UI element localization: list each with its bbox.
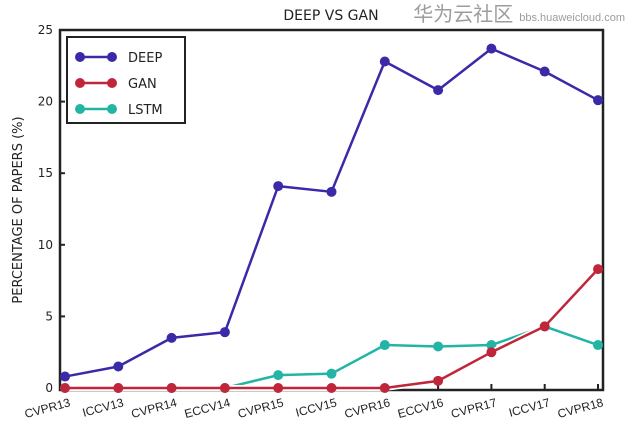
data-point-gan xyxy=(593,264,603,275)
data-point-deep xyxy=(539,66,550,77)
data-point-lstm xyxy=(273,370,284,381)
data-point-lstm xyxy=(433,341,444,352)
data-point-gan xyxy=(433,375,444,386)
legend-label-lstm: LSTM xyxy=(128,103,163,118)
data-point-gan xyxy=(219,383,230,393)
legend-label-deep: DEEP xyxy=(128,51,162,66)
series-line-lstm xyxy=(65,325,599,390)
data-point-deep xyxy=(166,332,177,343)
x-tick-label: CVPR16 xyxy=(343,395,392,421)
y-axis-label: PERCENTAGE OF PAPERS (%) xyxy=(11,116,26,303)
x-tick-label: ECCV16 xyxy=(396,395,445,421)
data-point-gan xyxy=(539,321,550,332)
data-point-deep xyxy=(379,56,390,67)
legend: DEEP GAN LSTM xyxy=(66,36,186,124)
y-tick-label: 0 xyxy=(45,381,53,395)
data-point-gan xyxy=(486,347,497,358)
legend-label-gan: GAN xyxy=(128,77,157,92)
watermark: 华为云社区 bbs.huaweicloud.com xyxy=(413,2,625,28)
x-tick-label: ICCV17 xyxy=(507,395,552,419)
y-tick-label: 10 xyxy=(38,238,53,252)
data-point-deep xyxy=(273,181,284,192)
data-point-deep xyxy=(326,186,337,197)
watermark-line2: bbs.huaweicloud.com xyxy=(519,12,625,24)
data-point-gan xyxy=(326,383,337,393)
data-point-gan xyxy=(60,383,70,393)
data-point-gan xyxy=(113,383,124,393)
data-point-deep xyxy=(60,371,70,382)
watermark-line1: 华为云社区 xyxy=(413,2,514,26)
x-tick-label: CVPR15 xyxy=(236,395,285,421)
y-tick-label: 25 xyxy=(38,23,53,37)
x-tick-label: ICCV15 xyxy=(294,395,339,419)
chart-title: DEEP VS GAN xyxy=(283,8,378,24)
y-tick-label: 15 xyxy=(38,166,53,180)
data-point-deep xyxy=(593,95,603,106)
legend-marker-deep xyxy=(75,52,85,62)
data-point-deep xyxy=(486,43,497,54)
data-point-deep xyxy=(219,327,230,338)
data-point-gan xyxy=(379,383,390,393)
legend-marker-deep xyxy=(107,52,117,62)
data-point-lstm xyxy=(379,340,390,351)
legend-marker-gan xyxy=(75,78,85,88)
x-tick-label: CVPR14 xyxy=(130,395,179,421)
x-tick-label: CVPR18 xyxy=(556,395,605,421)
data-point-deep xyxy=(113,361,124,372)
legend-marker-gan xyxy=(107,78,117,88)
legend-box xyxy=(66,36,186,124)
data-point-deep xyxy=(433,85,444,96)
y-tick-label: 20 xyxy=(38,95,53,109)
data-point-gan xyxy=(273,383,284,393)
data-point-lstm xyxy=(486,340,497,351)
data-point-gan xyxy=(166,383,177,393)
legend-marker-lstm xyxy=(75,104,85,114)
x-tick-label: CVPR17 xyxy=(449,395,498,421)
x-tick-label: CVPR13 xyxy=(23,395,72,421)
data-point-lstm xyxy=(593,340,603,351)
x-tick-label: ECCV14 xyxy=(183,395,232,421)
y-tick-label: 5 xyxy=(45,309,53,323)
x-tick-label: ICCV13 xyxy=(81,395,126,419)
data-point-lstm xyxy=(326,368,337,379)
legend-marker-lstm xyxy=(107,104,117,114)
